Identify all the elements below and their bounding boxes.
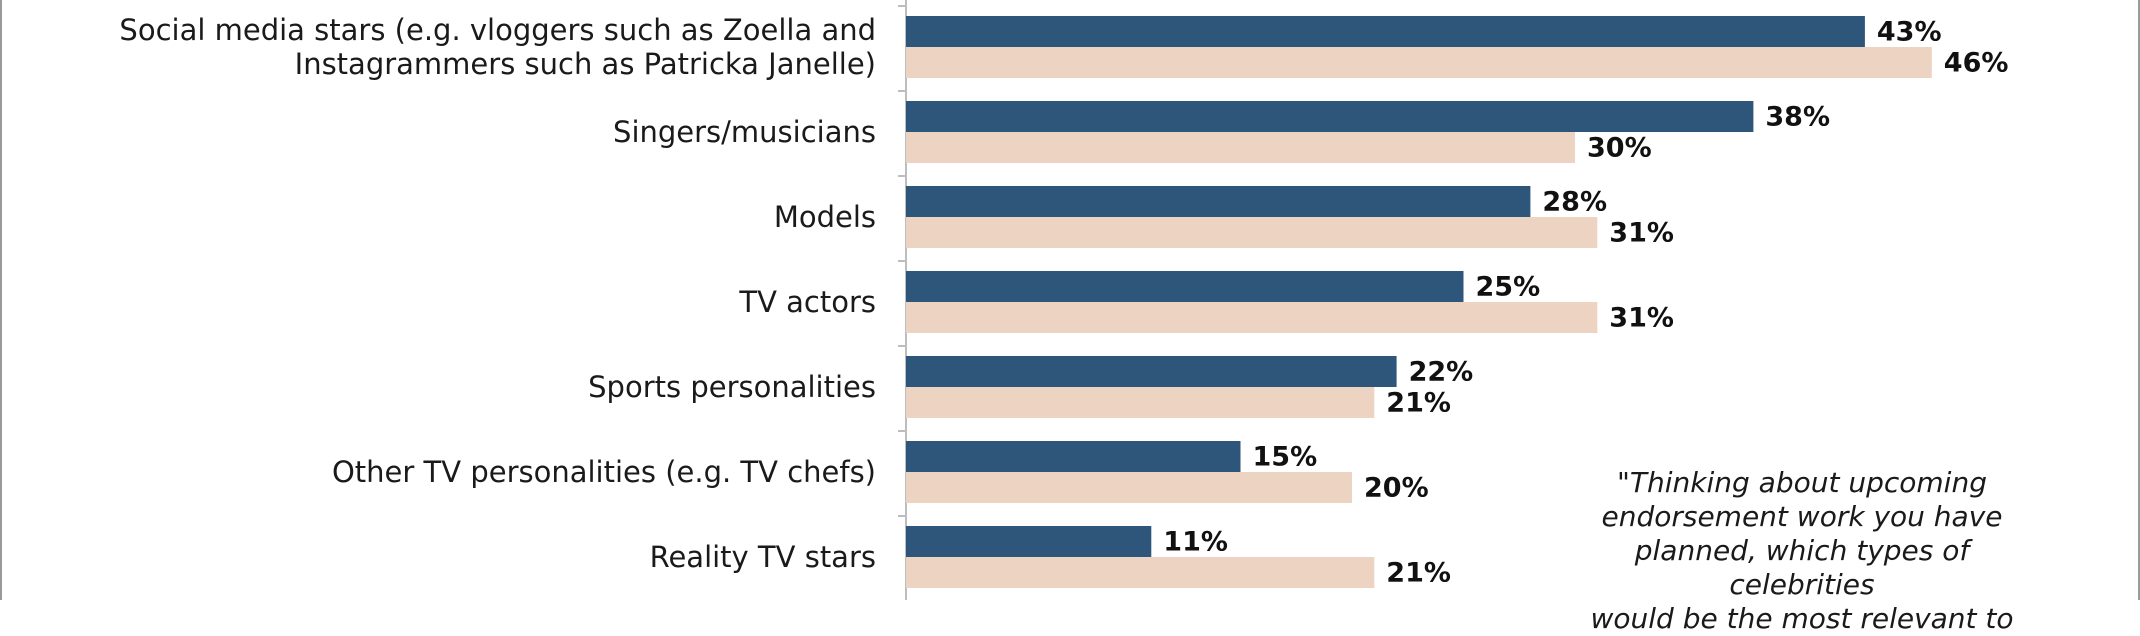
value-label: 21% <box>1386 558 1451 589</box>
category-label: Social media stars (e.g. vloggers such a… <box>119 13 876 47</box>
bar <box>906 557 1375 588</box>
bar <box>906 271 1464 302</box>
category-label: Other TV personalities (e.g. TV chefs) <box>332 455 876 489</box>
bar <box>906 387 1375 418</box>
bar <box>906 16 1865 47</box>
value-label: 20% <box>1364 473 1429 504</box>
bar <box>906 132 1575 163</box>
bar <box>906 472 1352 503</box>
value-labels: 43%46%38%30%28%31%25%31%22%21%15%20%11%2… <box>1163 17 2008 589</box>
bar <box>906 356 1397 387</box>
value-label: 46% <box>1944 48 2009 79</box>
category-label: Singers/musicians <box>613 115 876 149</box>
y-axis-ticks <box>898 5 906 517</box>
category-label: Instagrammers such as Patricka Janelle) <box>295 47 876 81</box>
value-label: 21% <box>1386 388 1451 419</box>
bar <box>906 101 1754 132</box>
question-annotation: "Thinking about upcoming endorsement wor… <box>1590 466 2014 635</box>
bars <box>906 16 1932 588</box>
category-label: Models <box>774 200 876 234</box>
category-label: Sports personalities <box>588 370 876 404</box>
value-label: 28% <box>1542 187 1607 218</box>
value-label: 22% <box>1409 357 1474 388</box>
bar-chart: Social media stars (e.g. vloggers such a… <box>119 0 2008 600</box>
bar <box>906 186 1531 217</box>
value-label: 38% <box>1765 102 1830 133</box>
bar <box>906 441 1241 472</box>
bar <box>906 47 1932 78</box>
value-label: 31% <box>1609 303 1674 334</box>
value-label: 11% <box>1163 527 1228 558</box>
category-labels: Social media stars (e.g. vloggers such a… <box>119 13 876 574</box>
category-label: TV actors <box>738 285 876 319</box>
category-label: Reality TV stars <box>650 540 876 574</box>
value-label: 15% <box>1253 442 1318 473</box>
value-label: 25% <box>1476 272 1541 303</box>
value-label: 30% <box>1587 133 1652 164</box>
bar <box>906 526 1152 557</box>
value-label: 43% <box>1877 17 1942 48</box>
value-label: 31% <box>1609 218 1674 249</box>
bar <box>906 302 1598 333</box>
bar <box>906 217 1598 248</box>
